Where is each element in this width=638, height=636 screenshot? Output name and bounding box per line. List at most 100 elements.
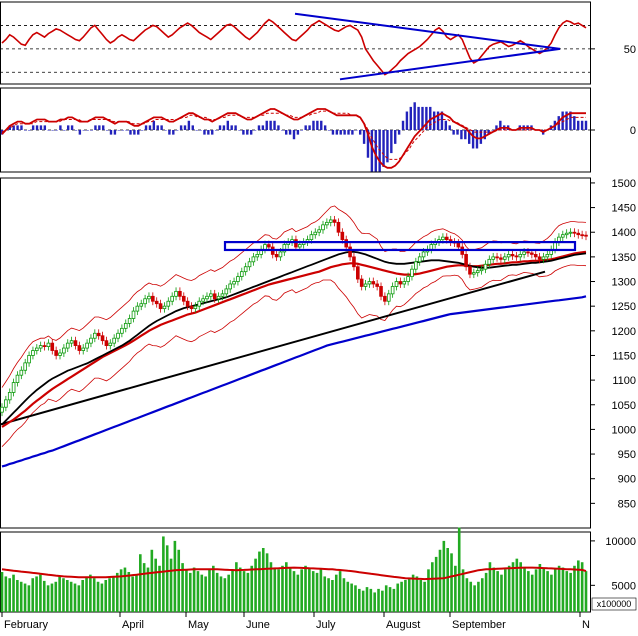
candle-body (15, 374, 20, 383)
volume-bar (104, 580, 108, 612)
candle-body (100, 335, 105, 342)
candle-body (228, 283, 232, 290)
macd-hist-bar (187, 120, 191, 130)
macd-hist-bar (125, 130, 128, 131)
x-axis: February April May June July August September N (1, 612, 590, 631)
candle-body (352, 256, 356, 268)
ma-fast-line (1, 250, 587, 428)
volume-bar (35, 576, 38, 612)
volume-bar (580, 562, 584, 612)
rsi-line (1, 18, 587, 76)
volume-bar (177, 549, 181, 612)
y-tick-label: 1250 (612, 301, 636, 313)
macd-hist-bar (43, 125, 47, 130)
candle-body (506, 254, 511, 258)
volume-bar (81, 580, 84, 612)
candle-body (220, 293, 225, 297)
macd-hist-bar (144, 125, 148, 130)
y-tick-label: 1050 (612, 400, 636, 412)
candle-body (96, 332, 101, 337)
candle-body (50, 342, 55, 351)
volume-bar (96, 581, 100, 612)
volume-bar (235, 562, 238, 612)
macd-hist-bar (362, 130, 366, 144)
candle-body (468, 266, 472, 275)
candle-body (359, 278, 364, 287)
candle-body (209, 293, 213, 297)
volume-bar (477, 581, 480, 612)
candle-body (27, 355, 31, 364)
y-tick-label: 1300 (612, 277, 636, 289)
candle-body (11, 382, 16, 393)
volume-bar (504, 569, 507, 612)
volume-bar (400, 581, 403, 612)
macd-hist-bar (253, 130, 257, 131)
macd-hist-bar (452, 130, 455, 135)
macd-hist-bar (394, 130, 397, 144)
volume-bar (285, 562, 288, 612)
y-tick-label: 1150 (612, 350, 636, 362)
candle-body (336, 221, 341, 233)
candle-body (499, 257, 503, 260)
candle-body (487, 258, 492, 265)
macd-hist-bar (74, 130, 78, 131)
y-tick-label: 0 (630, 125, 636, 137)
volume-bar (377, 588, 380, 612)
candle-body (325, 221, 329, 226)
candle-body (537, 256, 542, 260)
macd-hist-bar (12, 125, 15, 130)
macd-hist-bar (557, 116, 560, 130)
volume-bar (361, 590, 365, 612)
volume-bar (215, 572, 219, 612)
candle-body (328, 219, 333, 223)
candle-body (572, 231, 577, 234)
volume-bar (373, 592, 376, 612)
volume-bar (115, 572, 119, 612)
volume-bar (561, 567, 565, 612)
macd-hist-bar (370, 130, 374, 172)
volume-bar (308, 567, 311, 612)
candle-body (394, 281, 399, 287)
volume-bar (246, 572, 250, 612)
candle-body (560, 234, 565, 238)
candle-body (267, 244, 271, 248)
volume-bar (223, 578, 227, 612)
volume-bar (119, 569, 123, 612)
macd-hist-bar (137, 130, 140, 135)
volume-bar (538, 564, 542, 612)
macd-hist-bar (312, 120, 315, 130)
macd-hist-bar (561, 111, 564, 130)
volume-bar (573, 565, 576, 612)
volume-bar (192, 567, 196, 612)
volume-bar (250, 565, 254, 612)
macd-hist-bar (249, 130, 253, 135)
macd-hist-bar (156, 125, 159, 130)
macd-hist-bar (63, 130, 66, 131)
panel-frames (0, 1, 591, 613)
macd-hist-bar (31, 125, 35, 130)
candle-body (568, 231, 573, 234)
macd-hist-bar (160, 125, 163, 130)
volume-bar (569, 572, 572, 612)
candle-body (379, 286, 383, 297)
candle-body (502, 256, 507, 260)
candle-body (151, 295, 155, 302)
volume-bar (123, 567, 127, 612)
macd-hist-bar (86, 130, 89, 131)
macd-hist-bar (269, 120, 272, 130)
macd-hist-bar (179, 125, 183, 130)
volume-bar (342, 578, 346, 612)
macd-hist-bar (246, 130, 249, 135)
candle-body (38, 345, 43, 349)
candle-body (564, 232, 569, 236)
macd-hist-bar (323, 125, 327, 130)
candle-body (398, 281, 403, 285)
volume-bar (469, 581, 473, 612)
macd-hist-bar (140, 130, 144, 131)
volume-bar (404, 580, 407, 612)
macd-hist-bar (320, 120, 323, 130)
macd-hist-bar (432, 111, 436, 130)
macd-hist-bar (347, 130, 350, 135)
macd-hist-bar (456, 130, 459, 135)
